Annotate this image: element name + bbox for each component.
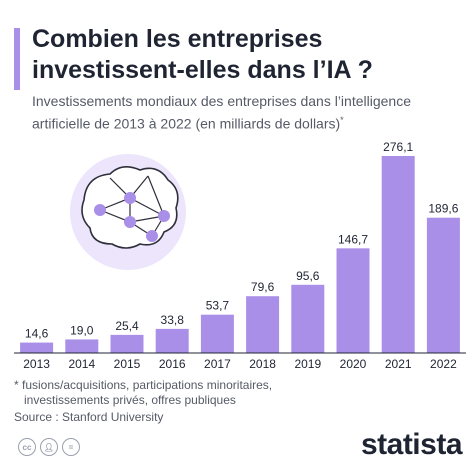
footnote-line-2: investissements privés, offres publiques xyxy=(24,393,236,407)
license-icons: cc 👤︎ = xyxy=(18,438,80,456)
x-tick-label-2014: 2014 xyxy=(68,357,95,371)
x-tick-label-2013: 2013 xyxy=(23,357,50,371)
bar-2015 xyxy=(110,334,144,353)
x-tick-label-2019: 2019 xyxy=(294,357,321,371)
person-icon[interactable]: 👤︎ xyxy=(40,438,58,456)
x-tick-label-2021: 2021 xyxy=(385,357,412,371)
source-note: Source : Stanford University xyxy=(14,410,164,424)
equals-icon[interactable]: = xyxy=(62,438,80,456)
x-tick-labels-group: 2013 2014 2015 2016 2017 2018 2019 2020 2021 2022 xyxy=(23,357,457,371)
brain-nodes xyxy=(94,192,170,242)
value-label-2017: 53,7 xyxy=(206,299,230,313)
x-tick-label-2020: 2020 xyxy=(340,357,367,371)
bar-2019 xyxy=(291,284,325,353)
subtitle-footnote-marker: * xyxy=(340,115,344,125)
bar-2013 xyxy=(20,342,54,353)
brain-illustration xyxy=(70,154,186,270)
x-tick-label-2015: 2015 xyxy=(114,357,141,371)
value-label-2020: 146,7 xyxy=(338,232,368,246)
bar-2014 xyxy=(65,339,99,353)
x-tick-label-2017: 2017 xyxy=(204,357,231,371)
cc-icon[interactable]: cc xyxy=(18,438,36,456)
value-label-2016: 33,8 xyxy=(161,313,185,327)
value-label-2015: 25,4 xyxy=(115,319,139,333)
value-labels-group: 14,6 19,0 25,4 33,8 53,7 79,6 95,6 146,7 276,1 18… xyxy=(25,140,459,341)
value-label-2022: 189,6 xyxy=(428,202,458,216)
bar-2017 xyxy=(200,314,234,353)
bar-2016 xyxy=(155,328,189,353)
footnote-line-1: * fusions/acquisitions, participations m… xyxy=(14,378,273,392)
bars-group xyxy=(20,156,460,353)
x-tick-label-2016: 2016 xyxy=(159,357,186,371)
value-label-2018: 79,6 xyxy=(251,280,275,294)
value-label-2021: 276,1 xyxy=(383,140,413,154)
value-label-2013: 14,6 xyxy=(25,327,49,341)
x-tick-label-2022: 2022 xyxy=(430,357,457,371)
bar-2021 xyxy=(381,156,415,353)
bar-2022 xyxy=(426,217,460,353)
chart-title: Combien les entreprises investissent-ell… xyxy=(32,25,373,84)
subtitle-text: Investissements mondiaux des entreprises… xyxy=(32,93,411,132)
statista-logo[interactable]: statista xyxy=(360,428,463,461)
value-label-2014: 19,0 xyxy=(70,323,94,337)
footnote: * fusions/acquisitions, participations m… xyxy=(14,378,454,408)
x-tick-label-2018: 2018 xyxy=(249,357,276,371)
chart-subtitle: Investissements mondiaux des entreprises… xyxy=(32,92,467,134)
footer-bar: cc 👤︎ = statista xyxy=(0,426,474,474)
bar-2018 xyxy=(246,296,280,353)
bar-2020 xyxy=(336,248,370,353)
value-label-2019: 95,6 xyxy=(296,269,320,283)
title-accent-bar xyxy=(14,28,20,90)
